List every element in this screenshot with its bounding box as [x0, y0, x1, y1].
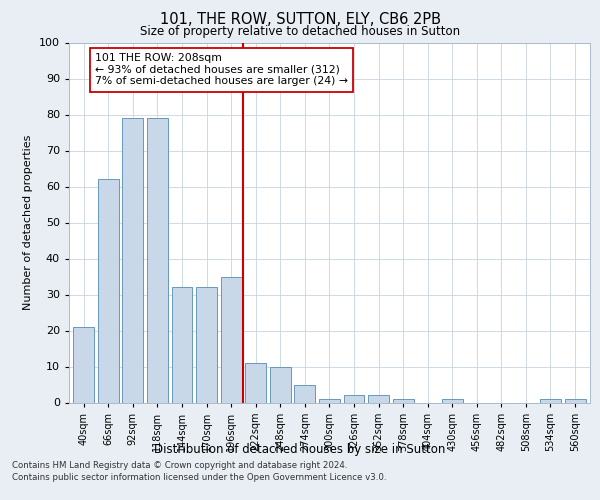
Text: Size of property relative to detached houses in Sutton: Size of property relative to detached ho… — [140, 25, 460, 38]
Text: Contains HM Land Registry data © Crown copyright and database right 2024.: Contains HM Land Registry data © Crown c… — [12, 461, 347, 470]
Bar — [245, 363, 266, 403]
Bar — [270, 366, 291, 402]
Text: 101 THE ROW: 208sqm
← 93% of detached houses are smaller (312)
7% of semi-detach: 101 THE ROW: 208sqm ← 93% of detached ho… — [95, 54, 348, 86]
Text: Distribution of detached houses by size in Sutton: Distribution of detached houses by size … — [154, 442, 446, 456]
Bar — [392, 399, 413, 402]
Text: Contains public sector information licensed under the Open Government Licence v3: Contains public sector information licen… — [12, 474, 386, 482]
Bar — [295, 384, 315, 402]
Bar — [196, 288, 217, 403]
Bar — [442, 399, 463, 402]
Bar — [122, 118, 143, 403]
Text: 101, THE ROW, SUTTON, ELY, CB6 2PB: 101, THE ROW, SUTTON, ELY, CB6 2PB — [160, 12, 440, 28]
Y-axis label: Number of detached properties: Number of detached properties — [23, 135, 34, 310]
Bar — [344, 396, 364, 402]
Bar — [147, 118, 168, 403]
Bar — [540, 399, 561, 402]
Bar — [319, 399, 340, 402]
Bar — [565, 399, 586, 402]
Bar — [368, 396, 389, 402]
Bar — [172, 288, 193, 403]
Bar — [98, 180, 119, 402]
Bar — [73, 327, 94, 402]
Bar — [221, 276, 242, 402]
